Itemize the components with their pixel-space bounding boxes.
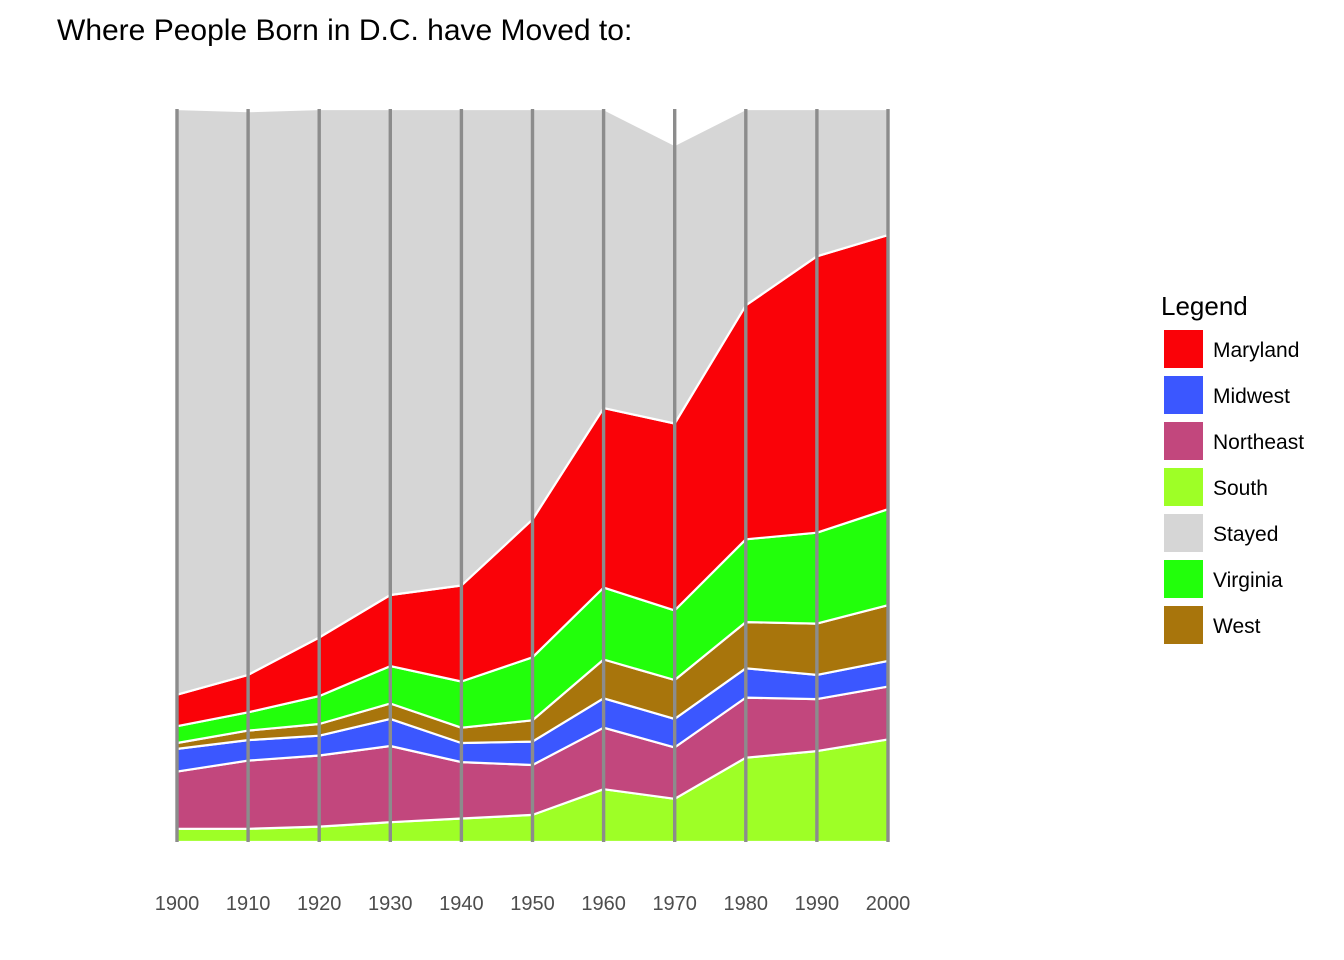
- legend-swatch-west: [1164, 606, 1203, 644]
- gridlines: [175, 109, 890, 842]
- legend-label-maryland: Maryland: [1213, 339, 1299, 362]
- legend-label-west: West: [1213, 615, 1261, 638]
- x-tick-label-1940: 1940: [439, 893, 484, 915]
- x-tick-label-1930: 1930: [368, 893, 413, 915]
- x-tick-label-1950: 1950: [510, 893, 555, 915]
- legend-label-northeast: Northeast: [1213, 431, 1304, 454]
- legend-title: Legend: [1161, 291, 1248, 321]
- x-tick-label-1900: 1900: [155, 893, 200, 915]
- x-tick-label-2000: 2000: [866, 893, 911, 915]
- legend-swatch-maryland: [1164, 330, 1203, 368]
- legend-items: Maryland Midwest Northeast South Stayed Virgi…: [1164, 330, 1304, 644]
- legend: Legend Maryland Midwest Northeast South Stay…: [1161, 291, 1304, 644]
- legend-swatch-stayed: [1164, 514, 1203, 552]
- x-tick-label-1990: 1990: [795, 893, 840, 915]
- x-tick-label-1970: 1970: [652, 893, 697, 915]
- legend-label-south: South: [1213, 477, 1268, 500]
- x-axis-tick-labels: 1900 1910 1920 1930 1940 1950 1960 1970 1980 1990…: [155, 893, 911, 915]
- x-tick-label-1920: 1920: [297, 893, 342, 915]
- x-tick-label-1960: 1960: [581, 893, 626, 915]
- x-tick-label-1910: 1910: [226, 893, 271, 915]
- legend-swatch-virginia: [1164, 560, 1203, 598]
- x-tick-label-1980: 1980: [724, 893, 769, 915]
- chart-title: Where People Born in D.C. have Moved to:: [57, 14, 632, 47]
- legend-label-stayed: Stayed: [1213, 523, 1278, 546]
- legend-swatch-northeast: [1164, 422, 1203, 460]
- legend-swatch-midwest: [1164, 376, 1203, 414]
- legend-label-midwest: Midwest: [1213, 385, 1290, 408]
- legend-label-virginia: Virginia: [1213, 569, 1283, 592]
- legend-swatch-south: [1164, 468, 1203, 506]
